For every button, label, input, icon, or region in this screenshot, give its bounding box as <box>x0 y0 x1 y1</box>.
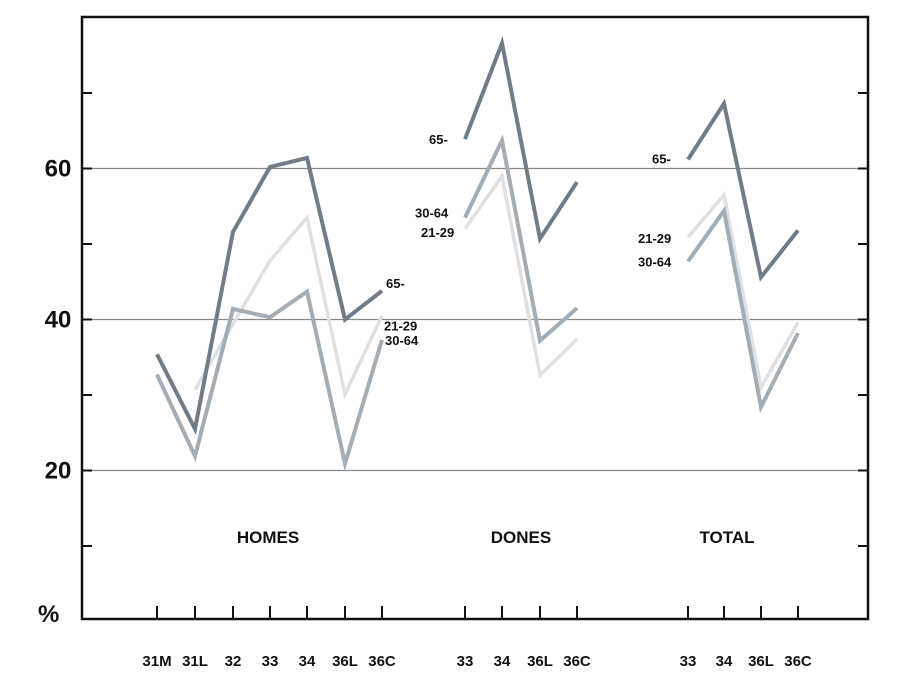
series-line-dones-65 <box>463 35 579 244</box>
axis-ticks <box>82 92 868 619</box>
series-lines <box>155 35 800 472</box>
series-label-dones: 65- <box>429 132 448 147</box>
plot-frame <box>80 15 870 621</box>
panel-titles: HOMES DONES TOTAL <box>237 528 755 547</box>
series-label-homes: 30-64 <box>385 333 419 348</box>
series-line-dones-2129 <box>463 171 579 379</box>
series-line-total-65 <box>686 98 800 282</box>
series-line-dones-3064 <box>463 134 579 345</box>
x-tick-label: 31M <box>142 653 171 670</box>
x-tick-label: 34 <box>494 653 511 670</box>
series-label-total: 30-64 <box>638 254 672 269</box>
x-tick-label: 36C <box>784 653 812 670</box>
x-tick-label: 33 <box>680 653 697 670</box>
x-tick-label: 34 <box>299 653 316 670</box>
series-line-total-3064 <box>686 205 800 414</box>
x-tick-label: 33 <box>457 653 474 670</box>
panel-title-homes: HOMES <box>237 528 299 547</box>
series-line-homes-65 <box>155 155 384 436</box>
x-tick-label: 34 <box>716 653 733 670</box>
panel-title-dones: DONES <box>491 528 551 547</box>
x-tick-label: 32 <box>225 653 242 670</box>
x-tick-label: 36L <box>527 653 553 670</box>
series-line-total-2129 <box>686 191 800 393</box>
x-tick-label: 36C <box>368 653 396 670</box>
series-label-dones: 30-64 <box>415 206 449 221</box>
x-tick-label: 36L <box>332 653 358 670</box>
y-tick-label: 40 <box>45 307 72 334</box>
series-label-total: 65- <box>652 151 671 166</box>
series-label-homes: 21-29 <box>384 319 417 334</box>
x-tick-label: 31L <box>182 653 208 670</box>
series-label-dones: 21-29 <box>421 225 454 240</box>
panel-title-total: TOTAL <box>699 528 754 547</box>
series-line-homes-3064 <box>155 288 384 472</box>
y-tick-label: 60 <box>45 156 72 183</box>
x-tick-label: 36C <box>563 653 591 670</box>
x-tick-label: 33 <box>262 653 279 670</box>
series-label-homes: 65- <box>386 276 405 291</box>
y-unit-label: % <box>38 601 59 628</box>
x-tick-labels: 31M 31L 32 33 34 36L 36C 33 34 36L 36C 33 34 36L 36C <box>142 653 812 670</box>
y-tick-labels: 20 40 60 <box>45 156 72 485</box>
y-tick-label: 20 <box>45 458 72 485</box>
x-tick-label: 36L <box>748 653 774 670</box>
series-label-total: 21-29 <box>638 231 671 246</box>
